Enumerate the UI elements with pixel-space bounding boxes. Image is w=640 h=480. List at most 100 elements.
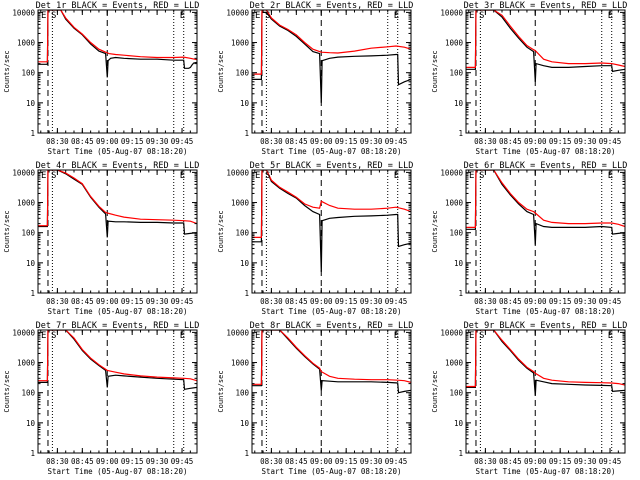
y-tick-label: 10 [454, 99, 464, 108]
y-tick-label: 10000 [440, 328, 463, 337]
plot-frame [465, 9, 626, 134]
x-tick-label: 08:45 [71, 297, 94, 306]
left-end-marker-label: E [469, 11, 474, 21]
events-series-line [466, 10, 625, 82]
panel-title: Det 3r BLACK = Events, RED = LLD [464, 1, 628, 11]
end-marker-label: E [608, 331, 613, 341]
x-tick-label: 08:45 [285, 297, 308, 306]
x-axis-label: Start Time (05-Aug-07 08:18:20) [262, 307, 402, 316]
y-tick-label: 1 [458, 289, 463, 298]
y-tick-label: 1000 [231, 359, 250, 368]
x-tick-label: 09:00 [310, 137, 333, 146]
y-tick-label: 1000 [445, 359, 464, 368]
y-tick-label: 100 [235, 69, 249, 78]
x-tick-label: 09:15 [121, 297, 144, 306]
end-marker-label: E [180, 11, 185, 21]
x-tick-label: 09:30 [360, 297, 383, 306]
x-tick-label: 09:45 [385, 137, 408, 146]
x-tick-label: 08:30 [474, 457, 497, 466]
y-tick-label: 10 [26, 419, 36, 428]
y-tick-label: 100 [21, 69, 35, 78]
y-tick-label: 1 [30, 449, 35, 458]
start-marker-label: S [479, 331, 484, 341]
x-tick-label: 09:15 [549, 137, 572, 146]
y-tick-label: 1000 [231, 199, 250, 208]
lld-series-line [252, 10, 411, 75]
end-marker-label: E [608, 171, 613, 181]
x-axis-label: Start Time (05-Aug-07 08:18:20) [476, 307, 616, 316]
x-tick-label: 09:30 [146, 137, 169, 146]
y-axis-label: Counts/sec [217, 370, 225, 412]
y-axis-label: Counts/sec [431, 210, 439, 252]
start-marker-label: S [51, 11, 56, 21]
x-tick-label: 09:15 [549, 297, 572, 306]
panel-title: Det 9r BLACK = Events, RED = LLD [464, 321, 628, 331]
y-tick-label: 100 [235, 389, 249, 398]
events-series-line [252, 330, 411, 394]
x-tick-label: 08:45 [285, 137, 308, 146]
x-tick-label: 09:30 [574, 297, 597, 306]
y-tick-label: 1 [458, 129, 463, 138]
y-tick-label: 10000 [12, 328, 35, 337]
x-tick-label: 09:00 [524, 457, 547, 466]
x-tick-label: 09:15 [121, 137, 144, 146]
start-marker-label: S [479, 11, 484, 21]
x-tick-label: 09:30 [574, 137, 597, 146]
x-tick-label: 09:00 [310, 297, 333, 306]
x-axis-label: Start Time (05-Aug-07 08:18:20) [48, 307, 188, 316]
end-marker-label: E [180, 331, 185, 341]
lld-series-line [38, 10, 197, 63]
x-tick-label: 08:30 [474, 137, 497, 146]
x-tick-label: 09:00 [96, 297, 119, 306]
x-tick-label: 08:30 [46, 297, 69, 306]
y-axis-label: Counts/sec [3, 50, 11, 92]
y-tick-label: 1 [244, 289, 249, 298]
y-tick-label: 1 [244, 129, 249, 138]
y-tick-label: 1000 [445, 39, 464, 48]
end-marker-label: E [180, 171, 185, 181]
y-tick-label: 100 [449, 69, 463, 78]
y-tick-label: 10 [240, 99, 250, 108]
events-series-line [466, 330, 625, 396]
end-marker-label: E [394, 11, 399, 21]
x-tick-label: 09:15 [335, 297, 358, 306]
x-tick-label: 08:45 [499, 137, 522, 146]
plot-frame [251, 9, 412, 134]
x-tick-label: 08:30 [260, 457, 283, 466]
y-tick-label: 1 [30, 129, 35, 138]
y-tick-label: 10 [240, 419, 250, 428]
x-tick-label: 08:30 [474, 297, 497, 306]
y-tick-label: 10000 [226, 8, 249, 17]
plot-frame [37, 9, 198, 134]
start-marker-label: S [265, 11, 270, 21]
x-tick-label: 09:15 [549, 457, 572, 466]
x-tick-label: 09:00 [96, 457, 119, 466]
x-tick-label: 09:45 [385, 457, 408, 466]
y-axis-label: Counts/sec [431, 50, 439, 92]
x-tick-label: 08:45 [71, 137, 94, 146]
y-axis-label: Counts/sec [431, 370, 439, 412]
events-series-line [38, 170, 197, 238]
plot-frame [465, 169, 626, 294]
x-tick-label: 09:45 [171, 297, 194, 306]
x-tick-label: 09:45 [171, 137, 194, 146]
y-tick-label: 1 [30, 289, 35, 298]
x-axis-label: Start Time (05-Aug-07 08:18:20) [262, 147, 402, 156]
y-tick-label: 100 [21, 229, 35, 238]
panel-title: Det 8r BLACK = Events, RED = LLD [250, 321, 414, 331]
end-marker-label: E [394, 331, 399, 341]
y-tick-label: 1000 [445, 199, 464, 208]
x-tick-label: 08:45 [499, 457, 522, 466]
x-tick-label: 08:45 [71, 457, 94, 466]
x-tick-label: 09:15 [335, 457, 358, 466]
y-axis-label: Counts/sec [217, 50, 225, 92]
left-end-marker-label: E [255, 11, 260, 21]
events-series-line [466, 170, 625, 245]
y-tick-label: 10000 [12, 168, 35, 177]
left-end-marker-label: E [469, 331, 474, 341]
